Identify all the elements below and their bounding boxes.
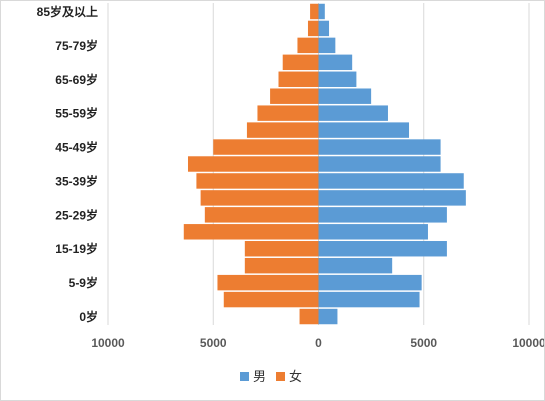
x-axis-labels: 10000 5000 0 5000 10000: [91, 336, 544, 350]
bar-male-13: [318, 88, 372, 104]
bar-female-4: [244, 241, 319, 257]
legend: 男女: [240, 369, 302, 384]
x-tick-label: 0: [315, 336, 322, 350]
bar-male-0: [318, 308, 338, 325]
y-axis-labels: 0岁 5-9岁 15-19岁 25-29岁 35-39岁 45-49岁 55-59岁 65-6…: [37, 4, 98, 324]
bar-male-9: [318, 156, 441, 172]
bar-male-11: [318, 122, 410, 138]
bar-male-8: [318, 173, 464, 189]
bar-male-14: [318, 71, 357, 87]
bar-female-9: [187, 156, 319, 172]
bar-female-17: [307, 20, 319, 37]
bar-female-6: [204, 207, 319, 223]
bar-female-7: [200, 190, 319, 206]
bar-male-6: [318, 207, 447, 223]
y-tick-label: 75-79岁: [55, 38, 98, 53]
x-tick-label: 5000: [200, 336, 227, 350]
y-tick-label: 5-9岁: [69, 275, 98, 290]
legend-swatch-1: [276, 372, 285, 381]
y-tick-label: 45-49岁: [55, 140, 98, 155]
bars: [183, 3, 466, 325]
bar-female-16: [297, 37, 319, 54]
bar-female-15: [282, 54, 319, 71]
bar-male-5: [318, 224, 428, 240]
bar-female-18: [310, 3, 319, 20]
bar-female-12: [257, 105, 319, 121]
bar-female-8: [196, 173, 319, 189]
bar-female-0: [299, 308, 319, 325]
bar-male-18: [318, 3, 325, 20]
y-tick-label: 35-39岁: [55, 173, 98, 188]
bar-male-12: [318, 105, 388, 121]
y-tick-label: 0岁: [79, 309, 98, 324]
bar-female-1: [223, 291, 319, 308]
bar-male-1: [318, 291, 420, 308]
x-tick-label: 10000: [91, 336, 125, 350]
bar-female-11: [246, 122, 319, 138]
bar-male-16: [318, 37, 336, 54]
legend-label-0: 男: [253, 369, 266, 384]
y-tick-label: 85岁及以上: [37, 4, 98, 19]
bar-male-10: [318, 139, 441, 155]
bar-male-17: [318, 20, 330, 37]
bar-female-2: [217, 274, 319, 291]
bar-male-7: [318, 190, 466, 206]
bar-male-4: [318, 241, 447, 257]
y-tick-label: 65-69岁: [55, 72, 98, 87]
legend-label-1: 女: [289, 369, 302, 384]
bar-female-14: [278, 71, 319, 87]
x-tick-label: 10000: [512, 336, 544, 350]
y-tick-label: 15-19岁: [55, 241, 98, 256]
bar-male-3: [318, 257, 393, 274]
legend-swatch-0: [240, 372, 249, 381]
bar-female-10: [213, 139, 319, 155]
y-tick-label: 55-59岁: [55, 106, 98, 121]
bar-female-5: [183, 224, 319, 240]
bar-male-2: [318, 274, 422, 291]
bar-female-13: [270, 88, 319, 104]
bar-female-3: [244, 257, 319, 274]
x-tick-label: 5000: [410, 336, 437, 350]
y-tick-label: 25-29岁: [55, 207, 98, 222]
bar-male-15: [318, 54, 353, 71]
